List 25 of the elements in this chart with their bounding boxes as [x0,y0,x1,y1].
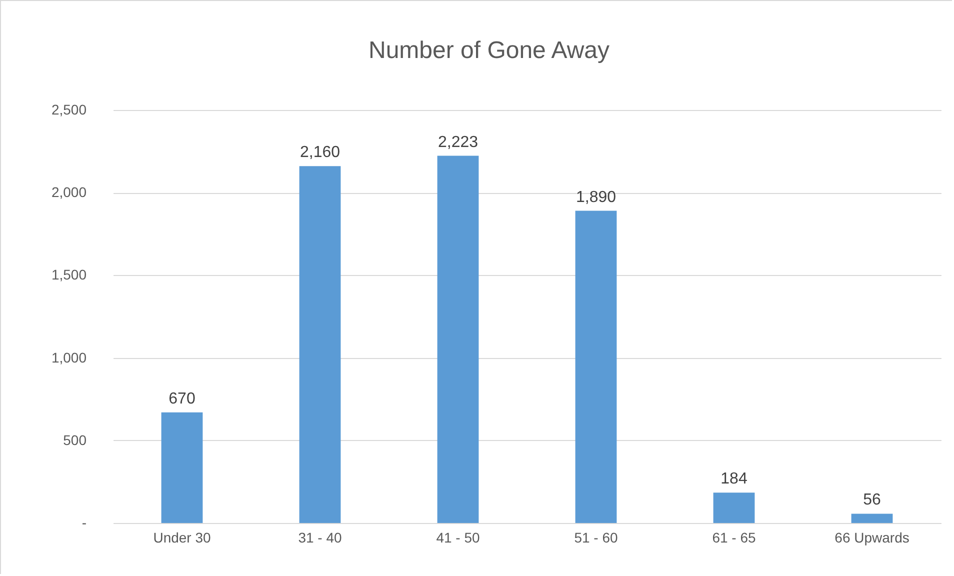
data-label: 184 [720,470,748,488]
bar [437,156,479,523]
data-label: 2,160 [300,144,340,162]
x-tick-label: Under 30 [153,530,212,546]
bar [575,210,617,523]
data-label: 1,890 [576,188,616,206]
y-tick-label: 1,500 [51,266,87,283]
data-label: 56 [863,492,881,509]
data-label: 2,223 [438,134,478,151]
x-tick-label: 66 Upwards [834,530,910,546]
bar [713,492,755,523]
y-tick-label: 2,000 [51,184,87,200]
x-tick-label: 51 - 60 [574,530,618,546]
x-tick-label: 31 - 40 [298,530,342,546]
y-tick-label: 2,500 [51,102,87,118]
y-tick-label: - [82,514,87,530]
bar [299,166,341,523]
data-label: 670 [168,390,196,408]
x-tick-label: 61 - 65 [712,530,756,546]
y-tick-label: 1,000 [51,349,87,366]
x-tick-label: 41 - 50 [436,530,480,546]
bar [851,514,893,523]
chart-title: Number of Gone Away [368,37,610,64]
bar [161,412,203,523]
y-tick-label: 500 [63,432,87,448]
